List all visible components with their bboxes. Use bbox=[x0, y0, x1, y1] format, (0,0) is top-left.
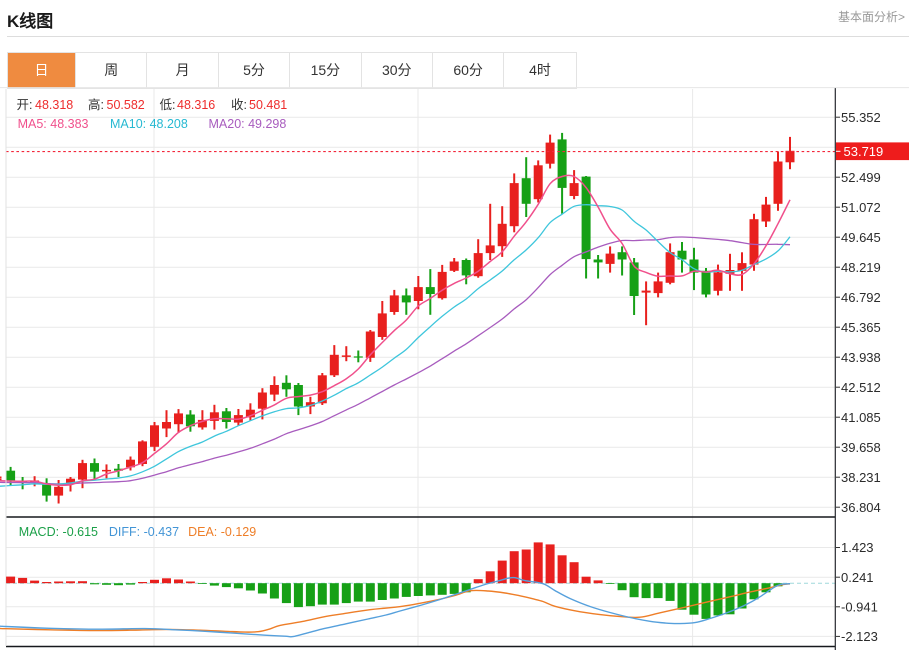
svg-text:48.318: 48.318 bbox=[35, 98, 73, 112]
svg-text:0.241: 0.241 bbox=[841, 570, 874, 585]
svg-text:49.645: 49.645 bbox=[841, 230, 881, 245]
svg-text:MA20: 49.298: MA20: 49.298 bbox=[209, 117, 287, 131]
svg-text:55.352: 55.352 bbox=[841, 110, 881, 125]
svg-text:MA5: 48.383: MA5: 48.383 bbox=[18, 117, 89, 131]
svg-text:48.219: 48.219 bbox=[841, 260, 881, 275]
svg-text:53.719: 53.719 bbox=[844, 144, 884, 159]
svg-text:-2.123: -2.123 bbox=[841, 629, 878, 644]
svg-text:收:: 收: bbox=[231, 98, 247, 112]
svg-text:38.231: 38.231 bbox=[841, 470, 881, 485]
svg-text:高:: 高: bbox=[88, 97, 104, 112]
svg-text:46.792: 46.792 bbox=[841, 290, 881, 305]
svg-text:开:: 开: bbox=[17, 98, 33, 112]
svg-text:-0.941: -0.941 bbox=[841, 600, 878, 615]
svg-text:1.423: 1.423 bbox=[841, 540, 874, 555]
svg-text:50.481: 50.481 bbox=[249, 98, 287, 112]
svg-text:41.085: 41.085 bbox=[841, 410, 881, 425]
svg-text:45.365: 45.365 bbox=[841, 320, 881, 335]
svg-text:42.512: 42.512 bbox=[841, 380, 881, 395]
svg-text:低:: 低: bbox=[160, 98, 176, 112]
svg-text:36.804: 36.804 bbox=[841, 500, 881, 515]
svg-text:DIFF: -0.437: DIFF: -0.437 bbox=[109, 525, 179, 539]
svg-text:43.938: 43.938 bbox=[841, 350, 881, 365]
svg-text:39.658: 39.658 bbox=[841, 440, 881, 455]
svg-text:51.072: 51.072 bbox=[841, 200, 881, 215]
svg-text:50.582: 50.582 bbox=[107, 98, 145, 112]
svg-text:MACD: -0.615: MACD: -0.615 bbox=[19, 525, 98, 539]
svg-text:DEA: -0.129: DEA: -0.129 bbox=[188, 525, 256, 539]
svg-text:48.316: 48.316 bbox=[177, 98, 215, 112]
svg-text:52.499: 52.499 bbox=[841, 170, 881, 185]
svg-text:MA10: 48.208: MA10: 48.208 bbox=[110, 117, 188, 131]
